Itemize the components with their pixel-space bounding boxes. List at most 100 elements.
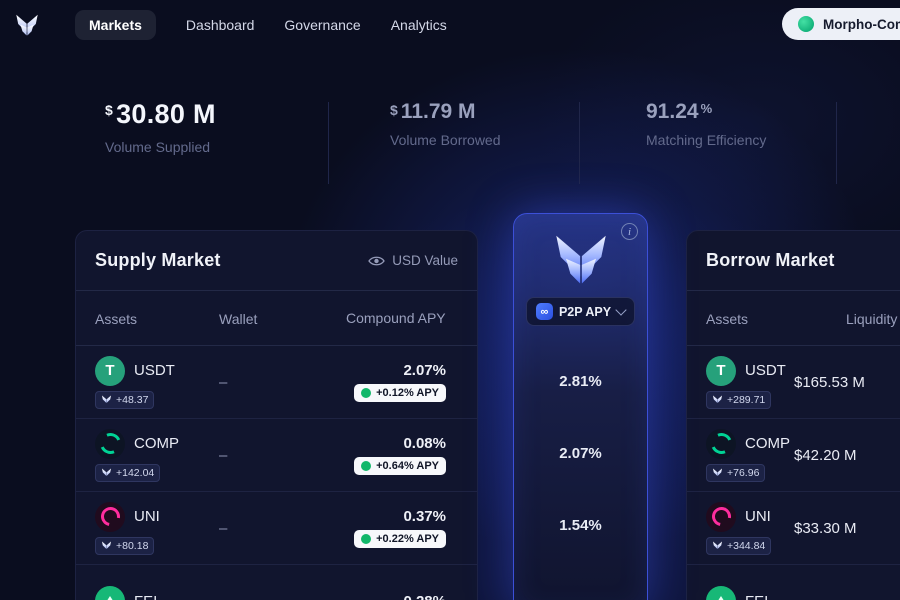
stat-volume-borrowed: $11.79 M Volume Borrowed (329, 100, 579, 148)
top-nav-bar: Markets Dashboard Governance Analytics M… (0, 0, 900, 50)
borrow-row-comp[interactable]: COMP +76.96 $42.20 M (687, 419, 900, 492)
col-liquidity: Liquidity (846, 311, 898, 327)
asset-cell: FEI (95, 586, 219, 600)
supply-row-uni[interactable]: UNI +80.18 – 0.37% +0.22% APY (76, 492, 477, 565)
currency-prefix: $ (105, 102, 114, 118)
borrow-market-title: Borrow Market (706, 250, 835, 270)
compound-apy-value: 0.08% (403, 435, 446, 452)
supply-market-title: Supply Market (95, 250, 221, 270)
apy-delta-badge: +0.22% APY (354, 530, 446, 548)
apy-cell: 2.07% +0.12% APY (346, 362, 458, 402)
supply-row-fei[interactable]: FEI 0.28% (76, 565, 477, 600)
supply-market-header: Supply Market USD Value (76, 231, 477, 291)
p2p-apy-value-comp: 2.07% (559, 444, 602, 462)
liquidity-value: $42.20 M (794, 446, 857, 464)
morpho-rewards-badge: +76.96 (706, 463, 766, 482)
apy-cell: 0.37% +0.22% APY (346, 508, 458, 548)
supply-row-usdt[interactable]: USDT +48.37 – 2.07% +0.12% APY (76, 346, 477, 419)
stat-value: 30.80 M (116, 99, 216, 129)
percent-suffix: % (700, 101, 713, 116)
morpho-rewards-badge: +142.04 (95, 463, 161, 482)
supply-row-comp[interactable]: COMP +142.04 – 0.08% +0.64% APY (76, 419, 477, 492)
usdt-icon (95, 355, 125, 386)
fei-icon (95, 586, 125, 600)
compound-network-icon (798, 16, 814, 32)
supply-market-panel: Supply Market USD Value Assets Wallet Co… (75, 230, 478, 600)
col-assets: Assets (706, 311, 749, 327)
apy-delta-badge: +0.12% APY (354, 384, 446, 402)
morpho-mini-icon (101, 394, 112, 403)
morpho-rewards-badge: +289.71 (706, 390, 772, 409)
morpho-mini-icon (101, 467, 112, 476)
nav-markets[interactable]: Markets (75, 10, 156, 40)
p2p-apy-label: P2P APY (558, 304, 612, 319)
borrow-market-panel: Borrow Market Assets Liquidity USDT +289… (686, 230, 900, 600)
chevron-down-icon (615, 304, 627, 316)
usdt-icon (706, 355, 736, 386)
uni-icon (706, 501, 736, 532)
p2p-apy-value-uni: 1.54% (559, 516, 602, 534)
asset-name: FEI (134, 593, 157, 600)
fei-icon (706, 586, 736, 600)
network-selector[interactable]: Morpho-Compound (782, 8, 900, 40)
stat-volume-supplied: $30.80 M Volume Supplied (75, 99, 328, 155)
borrow-row-uni[interactable]: UNI +344.84 $33.30 M (687, 492, 900, 565)
compound-apy-value: 0.28% (403, 593, 446, 600)
asset-cell: COMP +142.04 (95, 428, 219, 482)
wallet-value: – (219, 519, 228, 537)
morpho-rewards-badge: +48.37 (95, 390, 155, 409)
comp-icon (95, 428, 125, 459)
borrow-market-header: Borrow Market (687, 231, 900, 291)
asset-cell: UNI +344.84 (706, 501, 794, 555)
p2p-apy-value-usdt: 2.81% (559, 372, 602, 390)
liquidity-value: $33.30 M (794, 519, 857, 537)
asset-name: USDT (745, 362, 786, 379)
stat-value: 11.79 M (400, 100, 476, 123)
morpho-rewards-badge: +80.18 (95, 536, 155, 555)
stat-matching-efficiency: 91.24% Matching Efficiency (580, 100, 836, 148)
asset-name: UNI (745, 508, 771, 525)
p2p-infinity-icon (535, 303, 553, 320)
info-icon[interactable]: i (621, 223, 638, 240)
stat-label: Volume Supplied (105, 138, 211, 155)
stats-bar: $30.80 M Volume Supplied $11.79 M Volume… (75, 99, 837, 184)
morpho-butterfly-logo (514, 234, 647, 287)
p2p-values-list: 2.81% 2.07% 1.54% (514, 345, 647, 561)
borrow-row-usdt[interactable]: USDT +289.71 $165.53 M (687, 346, 900, 419)
positive-dot-icon (361, 534, 372, 544)
wallet-value: – (219, 373, 228, 391)
p2p-apy-column: i P2P APY 2.81% 2.07% 1.54% (513, 213, 648, 600)
borrow-row-fei[interactable]: FEI (687, 565, 900, 600)
main-nav: Markets Dashboard Governance Analytics (75, 10, 447, 40)
liquidity-value: $165.53 M (794, 373, 865, 391)
morpho-logo-icon[interactable] (14, 13, 40, 37)
col-compound-apy: Compound APY (346, 310, 446, 327)
morpho-mini-icon (712, 467, 723, 476)
nav-dashboard[interactable]: Dashboard (185, 17, 255, 33)
morpho-mini-icon (712, 394, 723, 403)
asset-cell: USDT +48.37 (95, 355, 219, 409)
p2p-apy-selector[interactable]: P2P APY (525, 297, 636, 326)
col-assets: Assets (95, 311, 138, 327)
uni-icon (95, 501, 125, 532)
apy-cell: 0.08% +0.64% APY (346, 435, 458, 475)
usd-value-label: USD Value (392, 253, 458, 268)
usd-value-toggle[interactable]: USD Value (368, 253, 458, 268)
wallet-value: – (219, 446, 228, 464)
comp-icon (706, 428, 736, 459)
morpho-mini-icon (712, 540, 723, 549)
apy-cell: 0.28% (346, 593, 458, 600)
stats-divider (328, 102, 329, 184)
nav-analytics[interactable]: Analytics (390, 17, 447, 33)
asset-cell: COMP +76.96 (706, 428, 794, 482)
asset-name: COMP (745, 435, 790, 452)
asset-name: COMP (134, 435, 179, 452)
positive-dot-icon (361, 388, 372, 398)
asset-cell: FEI (706, 586, 794, 600)
nav-governance[interactable]: Governance (284, 17, 361, 33)
stat-value: 91.24 (646, 100, 699, 123)
stats-divider (836, 102, 837, 184)
currency-prefix: $ (390, 102, 398, 118)
eye-icon (368, 256, 386, 265)
